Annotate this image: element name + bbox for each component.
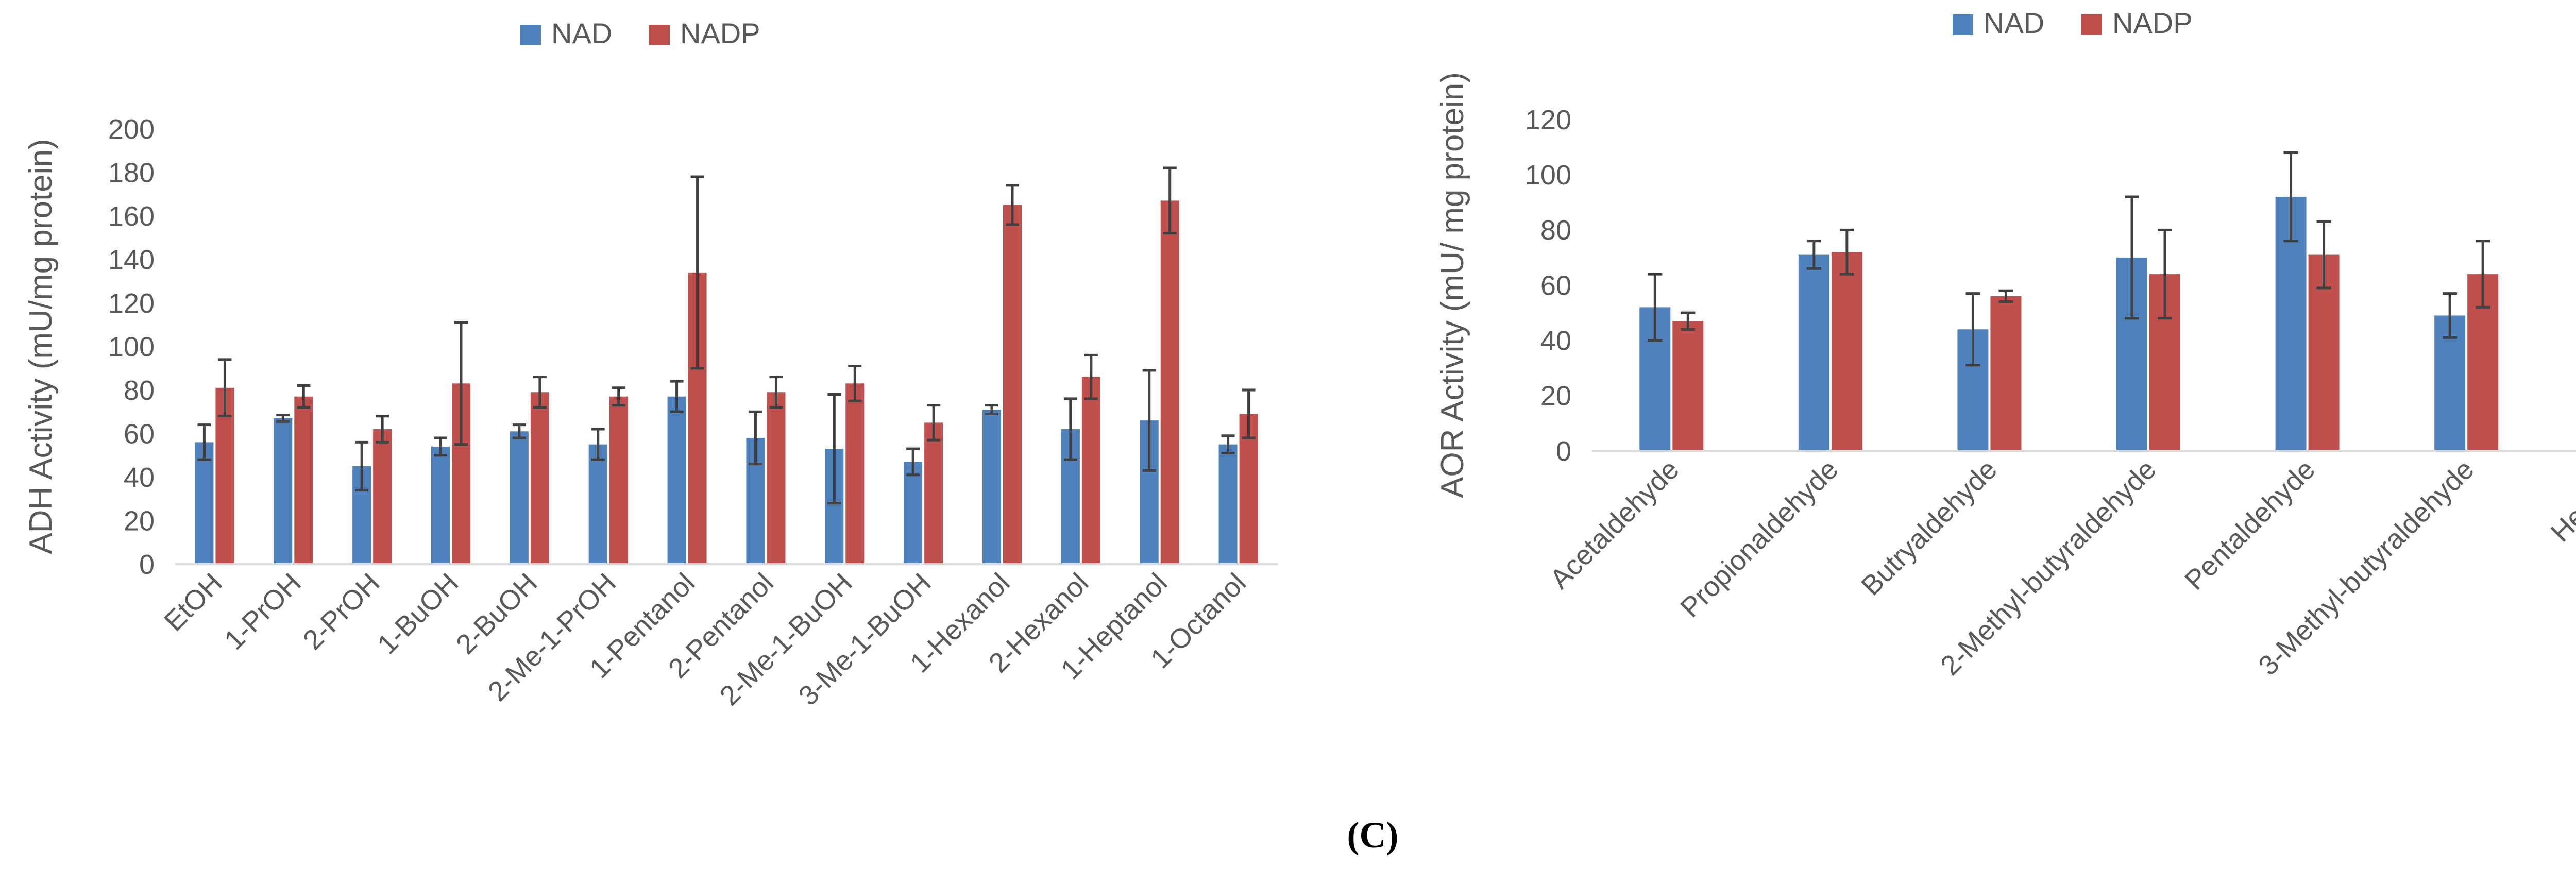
bar-nadp [1672, 321, 1704, 451]
y-tick-label: 140 [108, 244, 155, 275]
x-tick-label: Hexanal [2545, 454, 2576, 548]
legend-label-nad: NAD [1984, 7, 2044, 39]
legend-swatch-nadp [2081, 14, 2102, 35]
y-tick-label: 0 [139, 549, 155, 580]
bar-nad [274, 418, 293, 564]
bar-nadp [1160, 200, 1179, 564]
x-tick-label: Acetaldehyde [1544, 454, 1685, 595]
bar-nadp [530, 392, 549, 564]
adh-activity-chart: 0 20 40 60 80 100 120 140 160 180 200 ADH Activity … [23, 17, 1278, 711]
bar-nad [1798, 254, 1829, 451]
x-tick-label: Propionaldehyde [1674, 454, 1844, 623]
bar-nad [431, 446, 450, 564]
legend-swatch-nad [520, 25, 541, 45]
x-tick-label: 2-PrOH [297, 567, 386, 656]
x-tick-label: 1-BuOH [371, 567, 464, 660]
x-tick-label: Pentaldehyde [2179, 454, 2321, 596]
bar-nadp [1003, 205, 1022, 564]
bar-nadp [1081, 377, 1100, 564]
bar-nadp [924, 422, 943, 564]
y-tick-label: 60 [124, 418, 155, 449]
bar-nad [1218, 444, 1238, 564]
y-axis-label: AOR Activity (mU/ mg protein) [1435, 72, 1470, 498]
y-tick-label: 120 [1525, 105, 1571, 135]
x-tick-label: EtOH [158, 567, 228, 637]
bar-nad [982, 410, 1001, 564]
bar-nad [195, 442, 214, 564]
bar-nad [510, 431, 529, 564]
y-tick-label: 100 [1525, 160, 1571, 191]
bar-nad [904, 462, 923, 564]
y-tick-label: 20 [1540, 381, 1571, 412]
x-tick-label: Butryaldehyde [1855, 454, 2003, 602]
y-tick-label: 160 [108, 201, 155, 232]
y-axis-label: ADH Activity (mU/mg protein) [23, 139, 59, 554]
panel-label: (C) [1347, 814, 1399, 856]
legend-label-nadp: NADP [680, 17, 760, 49]
y-tick-label: 80 [1540, 215, 1571, 246]
y-tick-label: 200 [108, 114, 155, 145]
bar-nad [667, 396, 686, 564]
y-tick-label: 20 [124, 505, 155, 536]
bar-nadp [1990, 296, 2022, 451]
x-tick-label: 1-PrOH [218, 567, 307, 656]
y-tick-label: 40 [1540, 326, 1571, 356]
bar-nadp [373, 429, 392, 564]
bar-nadp [294, 396, 313, 564]
bar-nad [588, 444, 607, 564]
legend-label-nad: NAD [551, 17, 612, 49]
y-tick-label: 80 [124, 375, 155, 406]
bar-nadp [609, 396, 628, 564]
y-tick-label: 60 [1540, 270, 1571, 301]
bar-nadp [767, 392, 786, 564]
y-tick-label: 0 [1556, 436, 1571, 467]
legend-swatch-nad [1953, 14, 1973, 35]
y-tick-label: 120 [108, 288, 155, 319]
y-tick-label: 100 [108, 331, 155, 362]
bar-nadp [1831, 252, 1862, 451]
y-tick-label: 180 [108, 157, 155, 188]
aor-activity-chart: 0 20 40 60 80 100 120 AOR Activity (mU/ mg prot… [1435, 7, 2576, 682]
bar-nadp [845, 383, 865, 564]
legend-swatch-nadp [649, 25, 670, 45]
y-tick-label: 40 [124, 462, 155, 493]
legend-label-nadp: NADP [2112, 7, 2193, 39]
